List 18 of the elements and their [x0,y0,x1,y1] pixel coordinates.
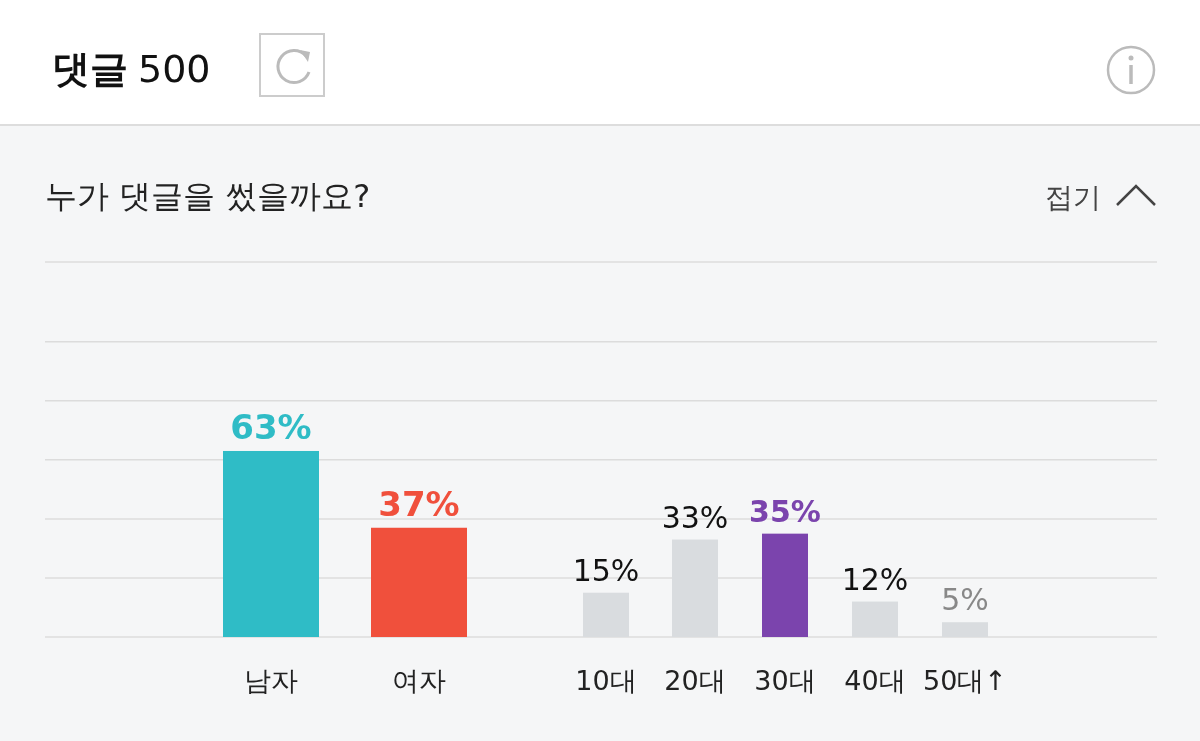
data-label: 5% [941,582,989,618]
chart-title: 누가 댓글을 썼을까요? [45,177,371,215]
x-tick-label: 50대↑ [923,665,1007,696]
text: 댓글 500 [52,47,211,91]
data-label: 12% [841,561,909,597]
x-tick-label: 남자 [244,665,298,696]
data-label: 15% [572,552,640,588]
x-tick-label: 여자 [392,665,446,696]
data-label: 35% [749,493,821,529]
x-tick-label: 10대 [575,665,637,696]
x-tick-label: 40대 [844,665,906,696]
data-label: 37% [378,483,460,524]
x-tick-label: 20대 [664,665,726,696]
data-label: 63% [230,406,312,447]
bar [762,533,808,637]
data-label: 33% [661,499,729,535]
x-tick-label: 30대 [754,665,816,696]
text: 접기 [1045,181,1101,214]
